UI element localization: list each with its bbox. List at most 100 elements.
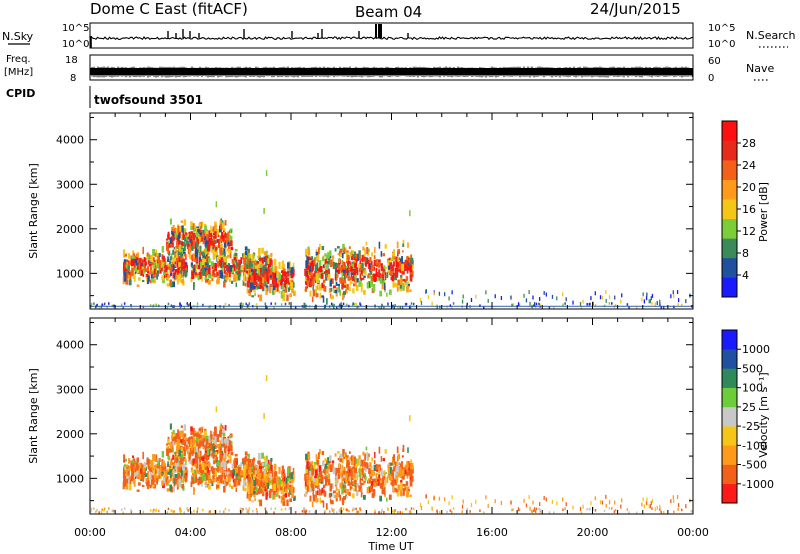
- velocity-echo: [188, 452, 191, 461]
- power-echo: [283, 268, 286, 272]
- power-echo: [320, 269, 324, 276]
- velocity-echo: [262, 486, 265, 493]
- power-echo: [183, 219, 187, 226]
- velocity-echo: [288, 472, 292, 476]
- velocity-echo: [370, 469, 374, 477]
- velocity-echo: [167, 468, 170, 472]
- power-echo: [254, 259, 257, 264]
- velocity-sparse-echo: [545, 497, 547, 502]
- velocity-echo: [167, 479, 171, 484]
- velocity-near-range: [196, 507, 199, 510]
- power-echo: [311, 263, 314, 271]
- power-echo: [371, 252, 374, 257]
- power-echo: [136, 269, 140, 274]
- velocity-near-range: [345, 508, 348, 511]
- velocity-echo: [390, 462, 393, 466]
- velocity-echo: [281, 471, 284, 476]
- velocity-echo: [389, 473, 393, 482]
- power-echo: [248, 289, 251, 293]
- velocity-echo: [366, 452, 369, 459]
- power-echo: [344, 247, 347, 252]
- velocity-echo: [398, 466, 402, 475]
- velocity-echo: [242, 480, 246, 487]
- velocity-echo: [257, 460, 260, 464]
- velocity-near-range: [511, 508, 513, 512]
- velocity-echo: [257, 452, 261, 460]
- velocity-near-range: [149, 509, 152, 512]
- power-echo: [252, 255, 255, 259]
- power-sparse-echo: [620, 299, 622, 304]
- power-sparse-echo: [427, 295, 430, 300]
- velocity-near-range: [228, 509, 230, 512]
- velocity-near-range: [412, 507, 415, 511]
- colorbar-tick-label: -25: [742, 420, 760, 433]
- power-near-range: [187, 304, 189, 307]
- velocity-echo: [195, 446, 199, 453]
- velocity-echo: [319, 470, 323, 478]
- power-echo: [177, 268, 180, 275]
- colorbar-tick-label: -500: [742, 459, 767, 472]
- velocity-echo: [131, 472, 134, 480]
- velocity-echo: [176, 442, 180, 448]
- velocity-echo: [342, 448, 345, 457]
- velocity-echo: [260, 485, 263, 490]
- velocity-echo: [306, 461, 309, 470]
- velocity-near-range: [635, 511, 638, 515]
- velocity-isolated-echo: [265, 375, 268, 382]
- velocity-echo: [244, 451, 248, 456]
- velocity-echo: [124, 458, 127, 462]
- power-echo: [181, 242, 184, 246]
- velocity-echo: [274, 471, 278, 477]
- velocity-echo: [225, 442, 228, 449]
- velocity-echo: [349, 482, 353, 486]
- power-echo: [386, 292, 388, 297]
- velocity-echo: [281, 465, 285, 473]
- power-echo: [205, 270, 209, 276]
- power-echo: [339, 278, 343, 284]
- power-echo: [401, 264, 404, 272]
- power-echo: [170, 264, 173, 267]
- power-echo: [180, 257, 184, 260]
- power-echo: [213, 253, 216, 258]
- power-echo: [186, 236, 188, 240]
- power-echo: [380, 275, 383, 280]
- power-echo: [378, 275, 380, 279]
- velocity-echo: [292, 474, 295, 481]
- power-near-range: [186, 302, 188, 305]
- power-echo: [243, 260, 246, 268]
- velocity-echo: [198, 442, 201, 449]
- power-echo: [358, 266, 362, 273]
- velocity-echo: [347, 472, 350, 481]
- power-echo: [147, 275, 150, 282]
- velocity-echo: [249, 472, 252, 481]
- power-near-range: [107, 302, 110, 305]
- power-near-range: [120, 303, 123, 307]
- x-tick-label: 00:00: [677, 526, 709, 539]
- power-echo: [167, 234, 170, 239]
- velocity-echo: [284, 485, 287, 494]
- velocity-echo: [384, 488, 386, 496]
- velocity-sparse-echo: [594, 496, 596, 501]
- freq-trace: [89, 66, 693, 78]
- power-sparse-echo: [538, 297, 541, 302]
- power-echo: [171, 227, 173, 235]
- velocity-echo: [392, 472, 394, 480]
- power-echo: [245, 264, 249, 269]
- power-echo: [164, 265, 168, 273]
- power-echo: [285, 272, 288, 281]
- velocity-echo: [405, 481, 409, 486]
- power-echo: [397, 257, 401, 261]
- power-echo: [201, 236, 204, 242]
- power-echo: [179, 275, 182, 283]
- power-echo: [155, 258, 157, 266]
- velocity-echo: [288, 484, 292, 492]
- velocity-echo: [207, 472, 211, 479]
- velocity-echo: [194, 447, 197, 454]
- velocity-echo: [282, 497, 285, 501]
- velocity-echo: [158, 458, 161, 463]
- power-sparse-echo: [572, 300, 574, 305]
- power-echo: [257, 285, 260, 290]
- power-near-range: [284, 302, 287, 306]
- velocity-echo: [289, 491, 292, 496]
- power-echo: [240, 268, 243, 273]
